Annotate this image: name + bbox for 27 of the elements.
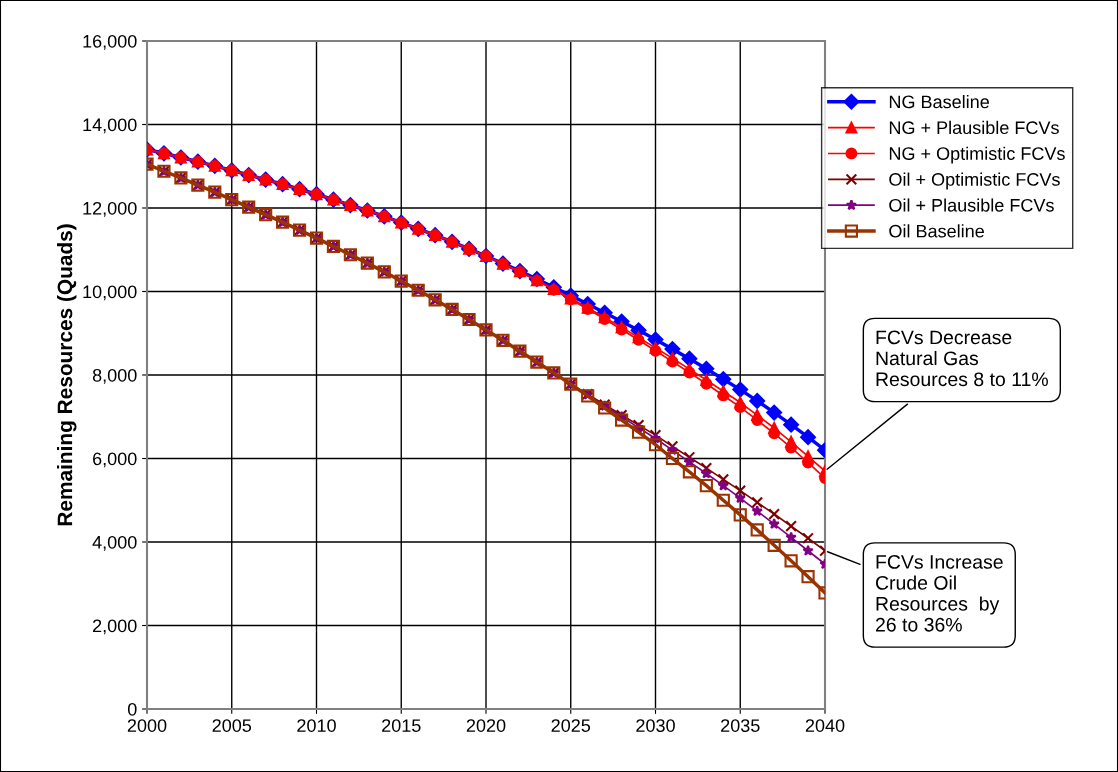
legend-label: NG + Optimistic FCVs (889, 146, 1065, 164)
y-tick-label: 16,000 (83, 34, 137, 50)
annotation: FCVs Decrease Natural Gas Resources 8 to 11% (876, 330, 1048, 387)
y-tick-label: 4,000 (92, 535, 137, 551)
legend-label: Oil Baseline (889, 224, 984, 238)
y-tick-label: 6,000 (93, 452, 137, 468)
x-tick-label: 2005 (212, 719, 252, 732)
x-tick-label: 2020 (466, 719, 506, 732)
legend-label: NG Baseline (889, 94, 989, 109)
annotation: FCVs Increase Crude Oil Resources by 26 to 36% (875, 555, 1003, 632)
y-tick-label: 10,000 (83, 285, 137, 301)
x-tick-label: 2010 (297, 719, 336, 732)
legend-label: NG + Plausible FCVs (889, 120, 1059, 135)
x-tick-label: 2000 (127, 719, 167, 732)
y-tick-label: 12,000 (83, 201, 137, 217)
y-tick-label: 2,000 (93, 619, 137, 635)
y-tick-label: 0 (127, 702, 137, 716)
legend-label: Oil + Plausible FCVs (889, 198, 1054, 212)
y-tick-label: 14,000 (83, 118, 137, 134)
x-tick-label: 2035 (721, 719, 760, 732)
x-tick-label: 2030 (636, 719, 675, 732)
x-tick-label: 2025 (551, 719, 591, 732)
y-tick-label: 8,000 (92, 368, 137, 384)
legend-label: Oil + Optimistic FCVs (889, 172, 1060, 190)
x-tick-label: 2015 (382, 719, 421, 732)
x-tick-label: 2040 (805, 719, 845, 732)
y-axis-title: Remaining Resources (Quads) (56, 224, 77, 526)
